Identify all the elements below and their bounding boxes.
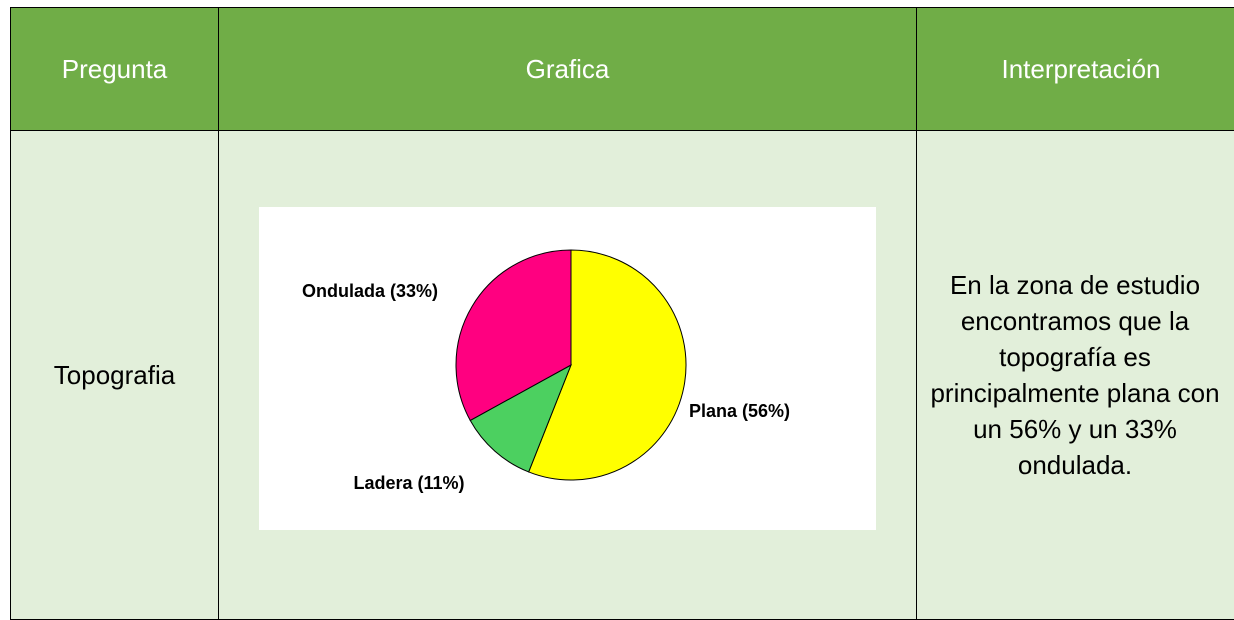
header-text: Interpretación	[1001, 53, 1161, 84]
pie-chart: Plana (56%) Ladera (11%) Ondulada (33%)	[259, 207, 876, 530]
pie-slice	[469, 363, 572, 473]
pie-slice	[455, 249, 572, 422]
slice-label: Plana (56%)	[689, 401, 790, 421]
body-cell: En la zona de estudio encontramos que la…	[916, 130, 1234, 620]
header-cell: Interpretación	[916, 7, 1234, 130]
header-cell: Grafica	[218, 7, 917, 130]
question: Topografia	[53, 359, 176, 390]
interpretation: En la zona de estudio encontramos que la…	[930, 270, 1220, 480]
pie-slice	[528, 249, 687, 481]
slice-label: Ondulada (33%)	[302, 281, 438, 301]
body-cell: Topografia	[10, 130, 219, 620]
header-text: Pregunta	[61, 53, 168, 84]
slice-label: Ladera (11%)	[353, 473, 464, 493]
header-cell: Pregunta	[10, 7, 219, 130]
header-text: Grafica	[525, 53, 610, 84]
